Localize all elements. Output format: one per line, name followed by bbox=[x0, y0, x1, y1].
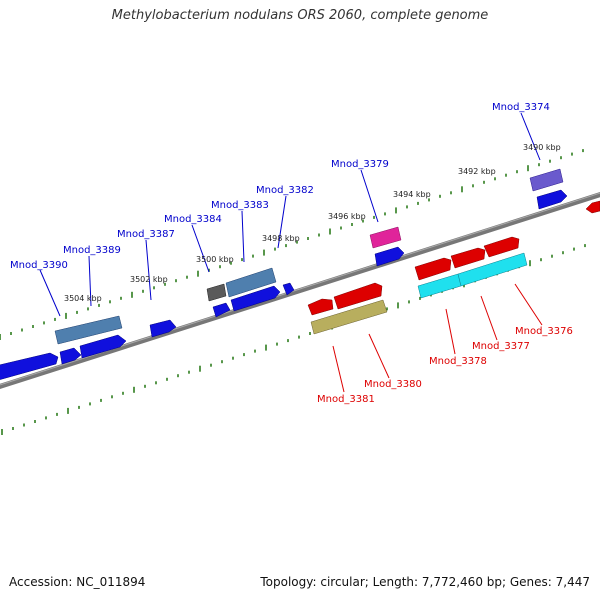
gene-arrow-mnod-3387[interactable] bbox=[149, 319, 177, 338]
reverse-gene-track bbox=[307, 236, 528, 335]
scale-label: 3492 kbp bbox=[458, 167, 496, 176]
gene-arrow-mnod-3388[interactable] bbox=[79, 334, 127, 359]
gene-box-mnod-3379[interactable] bbox=[369, 226, 402, 249]
gene-arrow-mnod-3383b[interactable] bbox=[230, 285, 281, 312]
gene-arrow-mnod-3376[interactable] bbox=[483, 236, 520, 258]
map-title: Methylobacterium nodulans ORS 2060, comp… bbox=[111, 8, 489, 23]
accession-text: Accession: NC_011894 bbox=[9, 575, 146, 589]
genome-summary-text: Topology: circular; Length: 7,772,460 bp… bbox=[260, 575, 590, 589]
gene-label-mnod-3377[interactable]: Mnod_3377 bbox=[472, 341, 530, 352]
gene-arrow-mnod-3378[interactable] bbox=[414, 257, 452, 281]
gene-label-mnod-3381[interactable]: Mnod_3381 bbox=[317, 394, 375, 405]
scale-label: 3502 kbp bbox=[130, 275, 168, 284]
gene-label-mnod-3380[interactable]: Mnod_3380 bbox=[364, 379, 422, 390]
scale-label: 3490 kbp bbox=[523, 143, 561, 152]
scale-label: 3500 kbp bbox=[196, 255, 234, 264]
scale-label: 3494 kbp bbox=[393, 190, 431, 199]
gene-arrow-mnod-3380[interactable] bbox=[333, 282, 383, 310]
gene-label-mnod-3382[interactable]: Mnod_3382 bbox=[256, 185, 314, 196]
forward-callout-lines bbox=[39, 112, 541, 317]
gene-label-mnod-3379[interactable]: Mnod_3379 bbox=[331, 159, 389, 170]
genome-backbone bbox=[0, 191, 600, 390]
gene-label-mnod-3387[interactable]: Mnod_3387 bbox=[117, 229, 175, 240]
gene-arrow-mnod-3381a[interactable] bbox=[307, 298, 334, 316]
top-scale-ticks bbox=[0, 149, 584, 340]
gene-label-mnod-3389[interactable]: Mnod_3389 bbox=[63, 245, 121, 256]
gene-label-mnod-3374[interactable]: Mnod_3374 bbox=[492, 102, 550, 113]
gene-label-mnod-3378[interactable]: Mnod_3378 bbox=[429, 356, 487, 367]
scale-label: 3504 kbp bbox=[64, 294, 102, 303]
gene-arrow-offscreen[interactable] bbox=[585, 200, 600, 214]
gene-label-mnod-3376[interactable]: Mnod_3376 bbox=[515, 326, 573, 337]
forward-gene-track bbox=[0, 168, 600, 381]
gene-arrow-mnod-3390[interactable] bbox=[0, 352, 59, 381]
gene-label-mnod-3390[interactable]: Mnod_3390 bbox=[10, 260, 68, 271]
gene-box-mnod-3377b[interactable] bbox=[457, 252, 528, 287]
gene-arrow-mnod-3389[interactable] bbox=[59, 347, 82, 365]
scale-label: 3498 kbp bbox=[262, 234, 300, 243]
gene-label-mnod-3384[interactable]: Mnod_3384 bbox=[164, 214, 222, 225]
gene-box-mnod-3389-pseudo[interactable] bbox=[54, 315, 123, 345]
reverse-callout-lines bbox=[332, 283, 543, 393]
scale-label: 3496 kbp bbox=[328, 212, 366, 221]
gene-box-mnod-3383[interactable] bbox=[225, 267, 277, 298]
gene-box-mnod-3381[interactable] bbox=[310, 299, 388, 335]
gene-arrow-mnod-3374b[interactable] bbox=[536, 189, 568, 210]
gene-box-mnod-3374[interactable] bbox=[529, 168, 564, 192]
gene-arrow-mnod-3382[interactable] bbox=[282, 282, 295, 296]
gene-arrow-small-1[interactable] bbox=[212, 302, 231, 318]
gene-arrow-mnod-3379b[interactable] bbox=[374, 246, 405, 267]
gene-box-mnod-3384[interactable] bbox=[206, 283, 227, 302]
gene-label-mnod-3383[interactable]: Mnod_3383 bbox=[211, 200, 269, 211]
gene-arrow-mnod-3377[interactable] bbox=[450, 247, 486, 269]
